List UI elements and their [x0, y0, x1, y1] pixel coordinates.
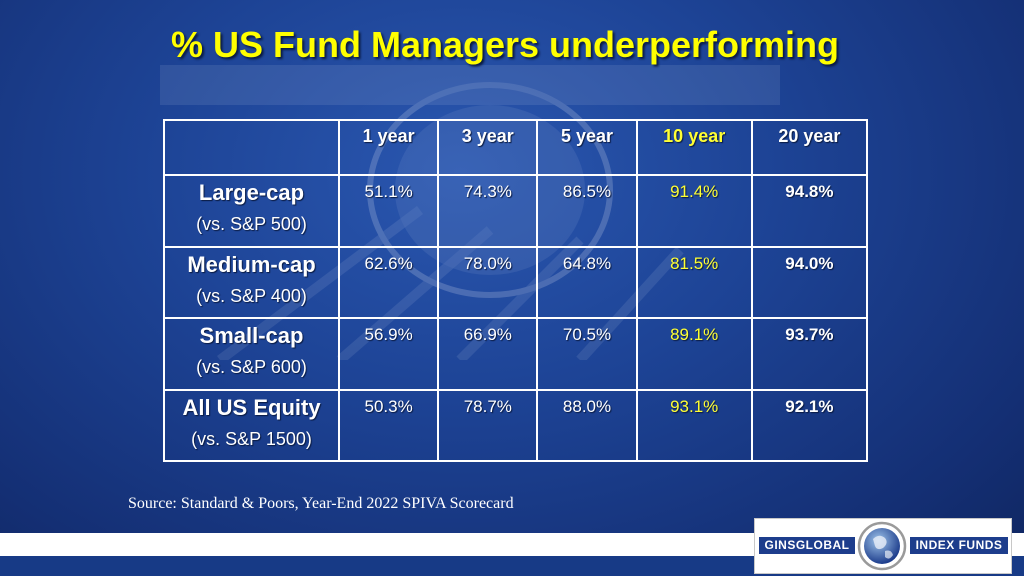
table-cell: 50.3% — [337, 388, 440, 462]
header-cell-10-year: 10 year — [635, 119, 753, 176]
table-row: Large-cap (vs. S&P 500) 51.1% 74.3% 86.5… — [163, 174, 869, 248]
table-cell: 78.0% — [437, 245, 539, 319]
table-cell: 93.7% — [750, 317, 869, 391]
row-label: Medium-cap (vs. S&P 400) — [163, 245, 340, 319]
table-cell: 56.9% — [337, 317, 440, 391]
table-row: All US Equity (vs. S&P 1500) 50.3% 78.7%… — [163, 388, 869, 462]
table-cell: 86.5% — [536, 174, 638, 248]
table-cell: 74.3% — [437, 174, 539, 248]
row-label: Small-cap (vs. S&P 600) — [163, 317, 340, 391]
table-cell: 81.5% — [635, 245, 753, 319]
header-cell-blank — [163, 119, 340, 176]
page-title: % US Fund Managers underperforming — [170, 24, 840, 65]
table-cell: 94.8% — [750, 174, 869, 248]
row-label-name: Large-cap — [198, 180, 305, 205]
table-cell: 64.8% — [536, 245, 638, 319]
table-row: Small-cap (vs. S&P 600) 56.9% 66.9% 70.5… — [163, 317, 869, 391]
globe-icon — [857, 521, 907, 571]
table-row: Medium-cap (vs. S&P 400) 62.6% 78.0% 64.… — [163, 245, 869, 319]
company-logo: GINSGLOBAL INDEX FUNDS — [754, 518, 1012, 574]
table-cell: 66.9% — [437, 317, 539, 391]
table-cell: 89.1% — [635, 317, 753, 391]
header-cell-1-year: 1 year — [337, 119, 440, 176]
row-label-benchmark: (vs. S&P 1500) — [191, 428, 312, 449]
table-cell: 62.6% — [337, 245, 440, 319]
table-cell: 94.0% — [750, 245, 869, 319]
table-cell: 51.1% — [337, 174, 440, 248]
row-label-name: All US Equity — [182, 394, 321, 420]
row-label-name: Small-cap — [199, 323, 304, 348]
table-cell: 88.0% — [536, 388, 638, 462]
source-note: Source: Standard & Poors, Year-End 2022 … — [128, 495, 514, 512]
header-cell-3-year: 3 year — [437, 119, 539, 176]
row-label: All US Equity (vs. S&P 1500) — [163, 388, 340, 462]
table-header-row: 1 year 3 year 5 year 10 year 20 year — [163, 119, 869, 176]
table-cell: 70.5% — [536, 317, 638, 391]
row-label-benchmark: (vs. S&P 400) — [196, 285, 307, 306]
row-label-name: Medium-cap — [187, 251, 316, 277]
logo-right-text: INDEX FUNDS — [910, 537, 1008, 554]
table-cell: 93.1% — [635, 388, 753, 462]
header-cell-5-year: 5 year — [536, 119, 638, 176]
row-label-benchmark: (vs. S&P 500) — [196, 214, 307, 234]
table-cell: 78.7% — [437, 388, 539, 462]
row-label: Large-cap (vs. S&P 500) — [163, 174, 340, 248]
row-label-benchmark: (vs. S&P 600) — [196, 357, 307, 377]
logo-left-text: GINSGLOBAL — [759, 537, 855, 554]
header-cell-20-year: 20 year — [750, 119, 869, 176]
table-cell: 91.4% — [635, 174, 753, 248]
underperformance-table: 1 year 3 year 5 year 10 year 20 year Lar… — [163, 119, 869, 462]
table-cell: 92.1% — [750, 388, 869, 462]
